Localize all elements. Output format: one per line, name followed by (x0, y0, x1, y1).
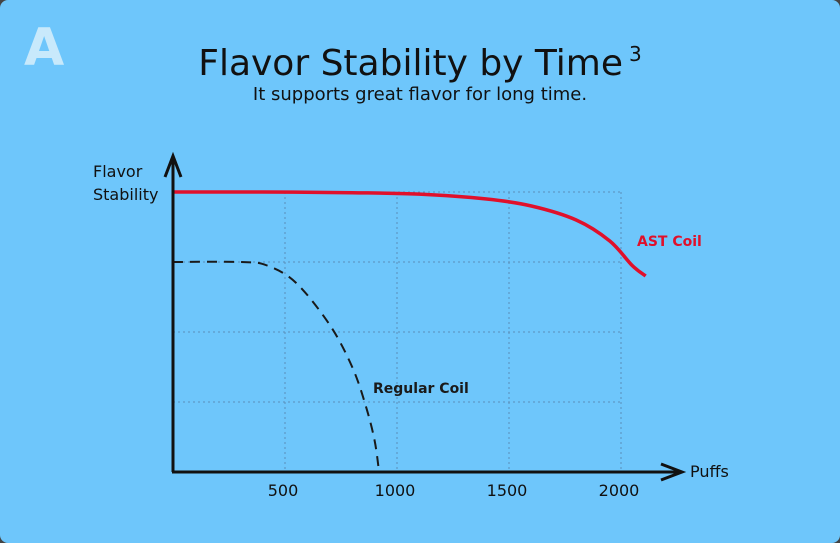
series-label-ast-coil: AST Coil (637, 234, 702, 250)
series-layer (172, 190, 647, 473)
grid (173, 191, 622, 472)
x-tick-label-500: 500 (268, 481, 299, 500)
x-tick-labels: 500 1000 1500 2000 (268, 481, 640, 500)
y-axis-label-line-1: Flavor (93, 162, 143, 181)
x-axis-arrowhead (660, 462, 687, 482)
panel-badge: A (24, 18, 65, 78)
axes (163, 151, 687, 482)
chart-title: Flavor Stability by Time 3 (0, 32, 840, 86)
chart-subtitle: It supports great flavor for long time. (252, 84, 588, 105)
x-axis-label: Puffs (690, 462, 729, 481)
series-line-ast-coil (172, 190, 647, 278)
y-axis-label-line-2: Stability (93, 185, 158, 204)
series-label-regular-coil: Regular Coil (373, 381, 469, 397)
y-axis-arrowhead (163, 151, 183, 178)
title-footnote-marker: 3 (629, 42, 642, 66)
chart-title-text: Flavor Stability by Time (198, 43, 624, 84)
series-line-regular-coil (172, 260, 381, 473)
x-tick-label-1500: 1500 (487, 481, 528, 500)
x-tick-label-2000: 2000 (599, 481, 640, 500)
x-tick-label-1000: 1000 (375, 481, 416, 500)
